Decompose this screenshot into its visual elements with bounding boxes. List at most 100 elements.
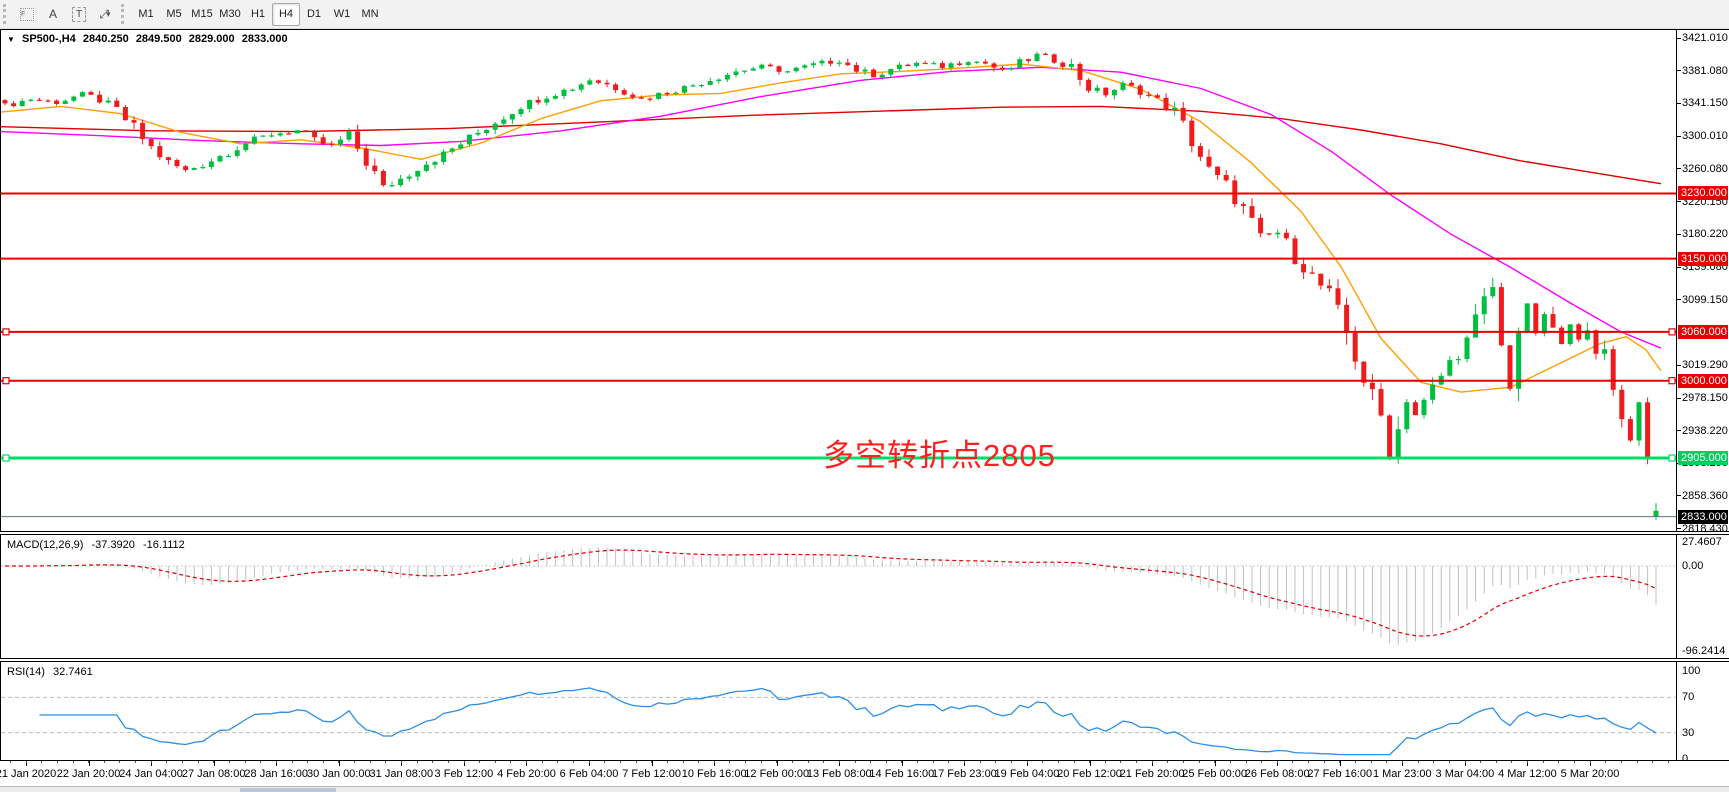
macd-axis[interactable]: 27.4607 0.00 -96.2414 [1676, 535, 1729, 658]
timeframe-button-d1[interactable]: D1 [306, 7, 322, 20]
time-axis-label: 22 Jan 20:00 [56, 768, 121, 780]
time-axis-minor-tick [1261, 761, 1263, 763]
price-axis-tick [1677, 233, 1681, 235]
hline-handle[interactable] [2, 328, 10, 336]
time-axis-minor-tick [557, 761, 559, 763]
time-axis-minor-tick [1495, 761, 1497, 763]
price-axis-tick [1677, 397, 1681, 399]
time-axis-minor-tick [1057, 761, 1059, 763]
time-axis-minor-tick [88, 761, 90, 763]
price-axis-tick [1677, 168, 1681, 170]
scrollbar-thumb[interactable] [240, 788, 336, 792]
time-axis-minor-tick [307, 761, 309, 763]
timeframe-button-mn[interactable]: MN [361, 7, 379, 20]
timeframe-button-group: M1 M5 M15 M30 H1 H4 D1 W1 MN [132, 2, 384, 26]
price-tick-label: 3180.220 [1682, 228, 1728, 240]
macd-signal-value: -16.1112 [142, 539, 185, 551]
timeframe-button-m30[interactable]: M30 [219, 7, 241, 20]
rsi-plot[interactable] [1, 662, 1676, 760]
time-axis-minor-tick [823, 761, 825, 763]
time-axis-minor-tick [1511, 761, 1513, 763]
toolbar-grip[interactable] [3, 4, 11, 24]
time-axis-minor-tick [1151, 761, 1153, 763]
time-axis-label: 4 Feb 20:00 [497, 768, 556, 780]
time-axis-minor-tick [416, 761, 418, 763]
time-axis-minor-tick [1136, 761, 1138, 763]
time-axis-minor-tick [1386, 761, 1388, 763]
time-axis-tick [776, 761, 778, 766]
macd-signal-line [5, 549, 1657, 637]
time-axis-minor-tick [322, 761, 324, 763]
cursor-arrows-icon[interactable]: ⤢ ▾ [99, 6, 111, 21]
price-axis-tick [1677, 70, 1681, 71]
time-axis-minor-tick [1089, 761, 1091, 763]
macd-panel[interactable]: 27.4607 0.00 -96.2414 MACD(12,26,9) -37.39… [0, 534, 1729, 659]
caret-down-icon[interactable]: ▾ [106, 8, 111, 19]
timeframe-button-m15[interactable]: M15 [191, 7, 213, 20]
time-axis-minor-tick [369, 761, 371, 763]
dotted-frame-f-icon[interactable]: F [15, 3, 39, 25]
hline-handle[interactable] [1668, 328, 1676, 336]
time-axis-minor-tick [385, 761, 387, 763]
time-axis-minor-tick [901, 761, 903, 763]
time-axis-minor-tick [1245, 761, 1247, 763]
hline-handle[interactable] [2, 377, 10, 385]
rsi-axis[interactable]: 100 70 30 0 [1676, 662, 1729, 765]
price-axis-tick [1677, 37, 1681, 39]
time-axis-tick [526, 761, 528, 766]
font-a-icon[interactable]: A [48, 7, 57, 21]
time-axis-tick [1339, 761, 1341, 766]
horizontal-scrollbar[interactable] [0, 786, 1729, 792]
rsi-axis-label: 30 [1682, 726, 1695, 739]
time-axis-minor-tick [682, 761, 684, 763]
main-chart-panel[interactable]: 3421.010 3381.080 3341.150 3300.010 3260.080… [0, 29, 1729, 535]
rsi-axis-label: 0 [1682, 753, 1689, 765]
time-axis-minor-tick [1276, 761, 1278, 763]
price-badge-2905.000: 2905.000 [1678, 451, 1728, 466]
macd-title: MACD(12,26,9) [7, 539, 84, 551]
horizontal-lines [1, 192, 1676, 518]
candlestick-chart[interactable] [1, 30, 1676, 531]
timeframe-button-w1[interactable]: W1 [333, 7, 351, 20]
macd-plot[interactable] [1, 535, 1676, 658]
time-axis-minor-tick [354, 761, 356, 763]
time-axis-minor-tick [1542, 761, 1544, 763]
price-axis-tick [1677, 102, 1681, 104]
time-axis-minor-tick [1605, 761, 1607, 763]
hline-handle[interactable] [1668, 454, 1676, 462]
timeframe-button-h4[interactable]: H4 [272, 2, 300, 26]
toolbar: F A T ⤢ ▾ M1 M5 M15 M30 H1 H4 D1 W1 MN [0, 0, 1729, 29]
text-annotation[interactable]: 多空转折点2805 [823, 438, 1056, 473]
time-axis-tick [1402, 761, 1404, 766]
candlestick-series[interactable] [2, 51, 1659, 520]
symbol-dropdown-icon[interactable]: ▼ [7, 35, 15, 44]
time-axis-minor-tick [854, 761, 856, 763]
hline-handle[interactable] [1668, 377, 1676, 385]
time-axis-minor-tick [1370, 761, 1372, 763]
hline-handle[interactable] [2, 454, 10, 462]
time-axis[interactable]: 21 Jan 2020 22 Jan 20:00 24 Jan 04:00 27 Ja… [0, 761, 1729, 786]
price-axis[interactable]: 3421.010 3381.080 3341.150 3300.010 3260.080… [1676, 30, 1729, 535]
ohlc-close: 2833.000 [241, 33, 288, 45]
macd-axis-label: 0.00 [1682, 560, 1704, 572]
timeframe-button-h1[interactable]: H1 [250, 7, 266, 20]
timeframe-button-m5[interactable]: M5 [166, 7, 182, 20]
time-axis-label: 27 Feb 16:00 [1307, 768, 1373, 780]
time-axis-minor-tick [463, 761, 465, 763]
rsi-panel[interactable]: 100 70 30 0 RSI(14) 32.7461 [0, 661, 1729, 765]
price-axis-tick [1677, 364, 1681, 366]
time-axis-minor-tick [666, 761, 668, 763]
text-tool-icon[interactable]: T [67, 3, 91, 25]
price-tick-label: 3019.290 [1682, 359, 1728, 371]
time-axis-minor-tick [1010, 761, 1012, 763]
time-axis-minor-tick [870, 761, 872, 763]
time-axis-minor-tick [1401, 761, 1403, 763]
time-axis-minor-tick [150, 761, 152, 763]
time-axis-label: 19 Feb 04:00 [994, 768, 1060, 780]
time-axis-label: 21 Jan 2020 [0, 768, 57, 780]
timeframe-button-m1[interactable]: M1 [138, 7, 154, 20]
time-axis-minor-tick [494, 761, 496, 763]
toolbar-grip[interactable] [121, 4, 129, 24]
time-axis-minor-tick [776, 761, 778, 763]
macd-axis-label: 27.4607 [1682, 535, 1722, 548]
